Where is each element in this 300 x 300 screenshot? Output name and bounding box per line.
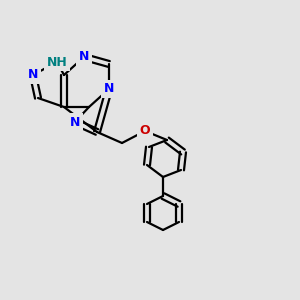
Text: O: O (140, 124, 150, 137)
Text: N: N (104, 82, 114, 95)
Text: NH: NH (46, 56, 68, 68)
Text: N: N (70, 116, 80, 128)
Text: N: N (28, 68, 38, 82)
Text: N: N (79, 50, 89, 64)
